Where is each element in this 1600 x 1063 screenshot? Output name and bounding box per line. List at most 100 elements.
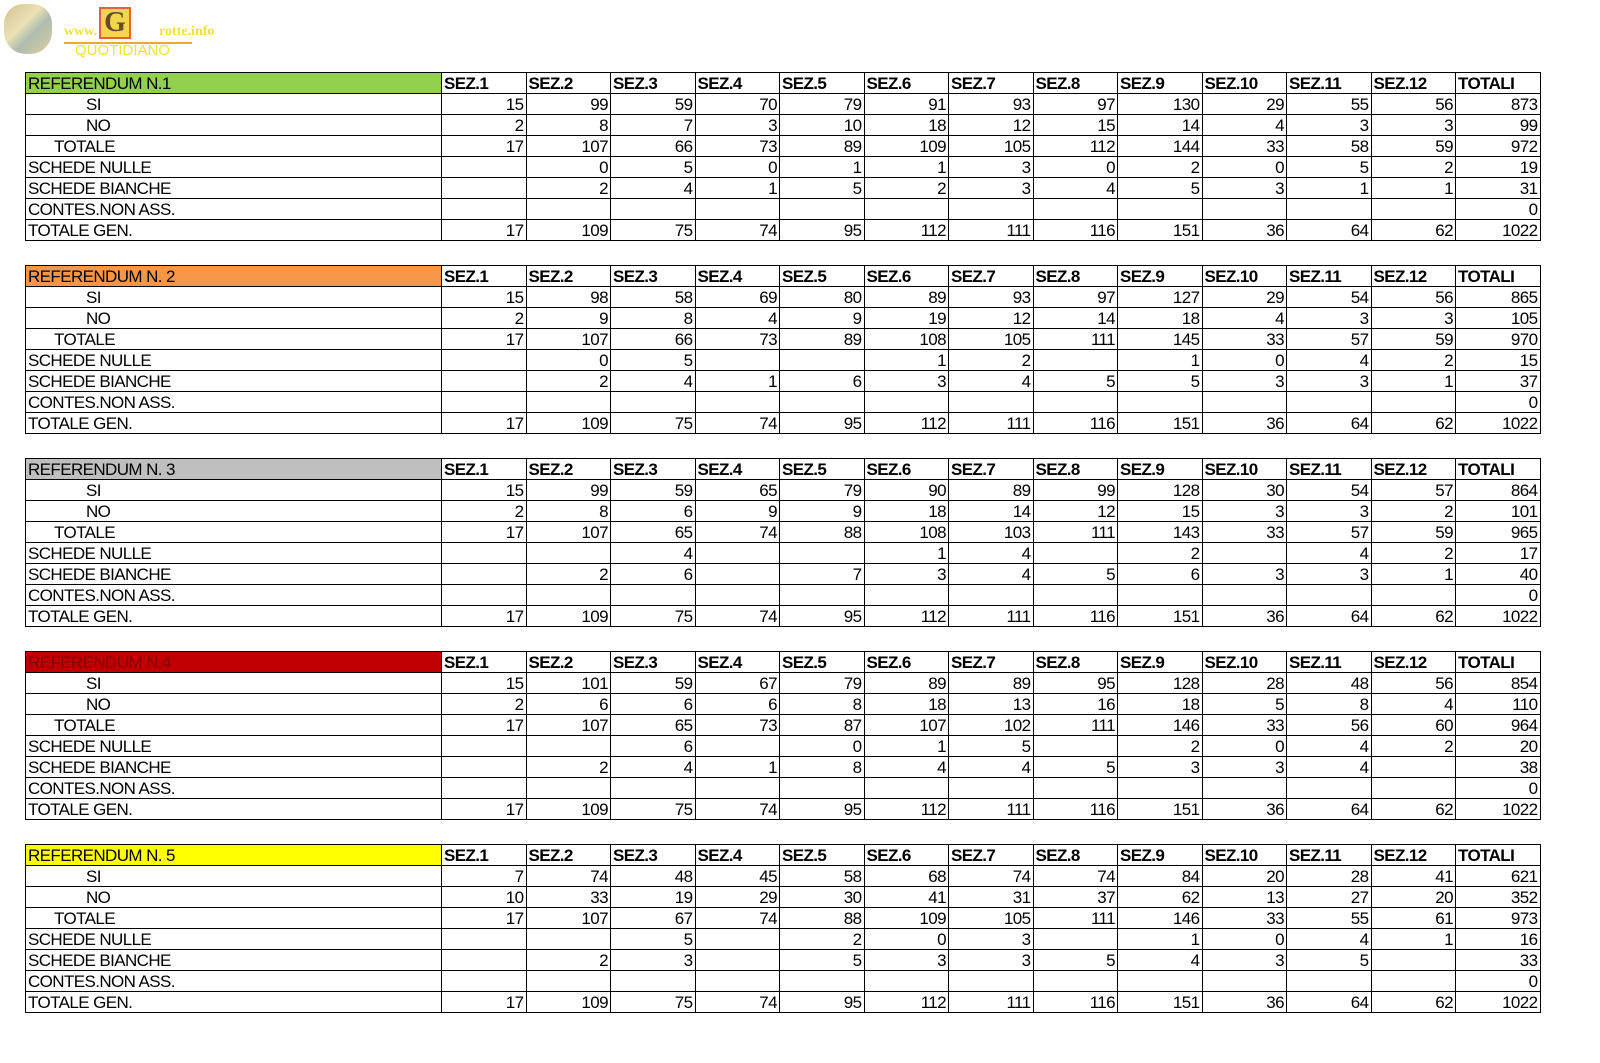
column-header: TOTALI	[1455, 458, 1541, 480]
cell-value: 36	[1201, 219, 1287, 241]
table-row: CONTES.NON ASS. 0	[25, 198, 1541, 220]
cell-value	[1370, 756, 1456, 778]
column-header: SEZ.1	[441, 651, 527, 673]
cell-value: 55	[1286, 907, 1372, 929]
cell-value: 98	[525, 286, 611, 308]
cell-value	[441, 928, 527, 950]
cell-value: 9	[779, 307, 865, 329]
column-header: SEZ.2	[525, 651, 611, 673]
column-header: SEZ.1	[441, 72, 527, 94]
cell-value: 127	[1117, 286, 1203, 308]
cell-value: 18	[1117, 307, 1203, 329]
cell-value: 91	[863, 93, 949, 115]
cell-value: 5	[610, 928, 696, 950]
cell-value: 111	[948, 219, 1034, 241]
cell-value: 0	[525, 349, 611, 371]
cell-value	[1032, 198, 1118, 220]
cell-value: 151	[1117, 605, 1203, 627]
cell-value: 107	[525, 521, 611, 543]
cell-value: 0	[1455, 777, 1541, 799]
cell-value: 31	[1455, 177, 1541, 199]
cell-value: 109	[525, 605, 611, 627]
cell-value: 3	[1201, 177, 1287, 199]
column-header: SEZ.3	[610, 844, 696, 866]
cell-value: 105	[948, 135, 1034, 157]
cell-value: 19	[863, 307, 949, 329]
cell-value: 18	[1117, 693, 1203, 715]
cell-value: 111	[1032, 521, 1118, 543]
cell-value: 9	[525, 307, 611, 329]
cell-value: 15	[441, 672, 527, 694]
logo-g-letter: G	[99, 7, 131, 39]
row-label: SCHEDE BIANCHE	[25, 756, 442, 778]
cell-value	[694, 391, 780, 413]
cell-value: 56	[1370, 672, 1456, 694]
cell-value	[1370, 584, 1456, 606]
row-label: CONTES.NON ASS.	[25, 391, 442, 413]
table-row: SCHEDE BIANCHE 2 6 7 3 4 5 6 3 3 1 40	[25, 563, 1541, 585]
column-header: SEZ.8	[1032, 651, 1118, 673]
cell-value	[694, 563, 780, 585]
cell-value: 73	[694, 135, 780, 157]
cell-value: 3	[610, 949, 696, 971]
cell-value	[441, 349, 527, 371]
logo-underline	[64, 42, 192, 44]
cell-value: 74	[694, 798, 780, 820]
cell-value: 73	[694, 328, 780, 350]
cell-value: 111	[948, 412, 1034, 434]
cell-value: 75	[610, 219, 696, 241]
cell-value: 16	[1455, 928, 1541, 950]
cell-value: 1	[863, 156, 949, 178]
cell-value: 0	[1455, 198, 1541, 220]
cell-value: 8	[1286, 693, 1372, 715]
cell-value: 93	[948, 286, 1034, 308]
cell-value: 30	[779, 886, 865, 908]
grotte-info-logo[interactable]: www. rotte.info G QUOTIDIANO	[2, 2, 214, 59]
cell-value: 18	[863, 114, 949, 136]
cell-value: 1	[1370, 370, 1456, 392]
cell-value: 2	[1117, 735, 1203, 757]
cell-value: 2	[1370, 500, 1456, 522]
cell-value: 3	[1201, 949, 1287, 971]
cell-value: 1	[863, 735, 949, 757]
cell-value: 4	[610, 177, 696, 199]
cell-value	[1201, 391, 1287, 413]
cell-value: 4	[948, 370, 1034, 392]
cell-value: 1	[694, 177, 780, 199]
cell-value: 10	[779, 114, 865, 136]
cell-value: 112	[1032, 135, 1118, 157]
cell-value: 3	[694, 114, 780, 136]
cell-value: 4	[1117, 949, 1203, 971]
cell-value: 101	[1455, 500, 1541, 522]
cell-value: 48	[1286, 672, 1372, 694]
cell-value: 3	[948, 928, 1034, 950]
cell-value: 1	[779, 156, 865, 178]
row-label: SCHEDE NULLE	[25, 349, 442, 371]
cell-value: 4	[610, 756, 696, 778]
cell-value: 3	[948, 177, 1034, 199]
cell-value	[1032, 970, 1118, 992]
cell-value: 5	[1032, 756, 1118, 778]
column-header: SEZ.10	[1201, 72, 1287, 94]
cell-value: 59	[1370, 135, 1456, 157]
cell-value: 15	[1117, 500, 1203, 522]
cell-value: 99	[1032, 479, 1118, 501]
cell-value: 151	[1117, 412, 1203, 434]
cell-value	[1286, 584, 1372, 606]
cell-value	[1370, 777, 1456, 799]
cell-value: 17	[441, 991, 527, 1013]
cell-value: 20	[1201, 865, 1287, 887]
table-row: NO 2 9 8 4 9 19 12 14 18 4 3 3 105	[25, 307, 1541, 329]
cell-value: 64	[1286, 412, 1372, 434]
cell-value: 9	[779, 500, 865, 522]
cell-value: 12	[948, 307, 1034, 329]
cell-value: 2	[441, 307, 527, 329]
cell-value	[1117, 198, 1203, 220]
cell-value: 74	[694, 412, 780, 434]
cell-value: 5	[948, 735, 1034, 757]
cell-value	[525, 391, 611, 413]
cell-value: 111	[1032, 328, 1118, 350]
row-label: NO	[25, 693, 442, 715]
cell-value: 87	[779, 714, 865, 736]
cell-value	[441, 563, 527, 585]
